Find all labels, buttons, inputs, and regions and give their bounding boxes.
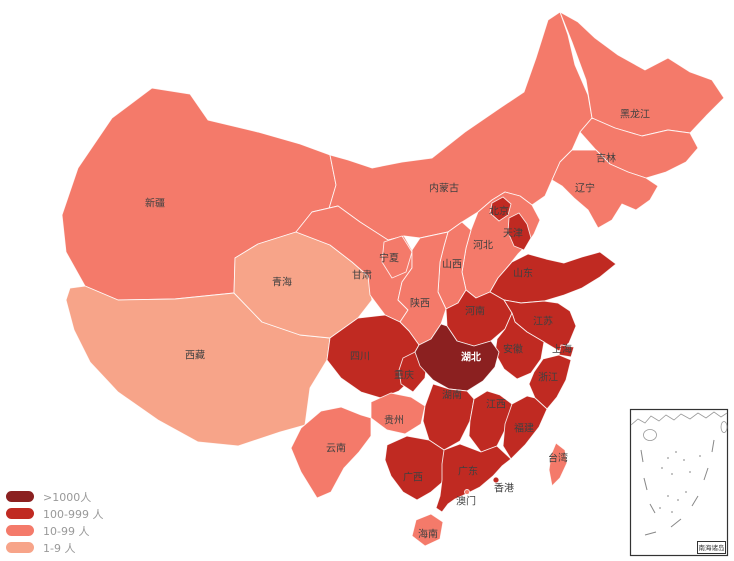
province-label-beijing: 北京 — [489, 205, 509, 218]
province-label-guizhou: 贵州 — [384, 414, 404, 427]
province-label-qinghai: 青海 — [272, 276, 292, 289]
province-label-chongqing: 重庆 — [394, 369, 414, 382]
nine-dash-line — [640, 439, 715, 536]
province-guizhou[interactable] — [370, 392, 426, 435]
province-label-guangxi: 广西 — [403, 472, 423, 484]
province-neimenggu[interactable] — [295, 11, 593, 241]
province-jiangxi[interactable] — [468, 390, 513, 453]
province-label-gansu: 甘肃 — [352, 269, 372, 282]
province-label-shaanxi: 陕西 — [410, 297, 430, 310]
legend-label: 1-9 人 — [43, 541, 76, 555]
province-label-xianggang: 香港 — [494, 483, 514, 495]
legend-label: 10-99 人 — [43, 524, 90, 538]
province-liaoning[interactable] — [551, 149, 659, 229]
province-label-neimenggu: 内蒙古 — [429, 182, 459, 195]
province-aomen[interactable] — [464, 489, 470, 495]
province-label-xinjiang: 新疆 — [145, 197, 165, 210]
inset-border — [629, 408, 729, 557]
province-label-sichuan: 四川 — [350, 352, 370, 363]
province-tianjin[interactable] — [507, 212, 532, 251]
province-label-jiangsu: 江苏 — [533, 315, 553, 328]
legend-swatch — [6, 525, 34, 536]
province-label-hunan: 湖南 — [442, 389, 462, 402]
province-label-shanxi: 山西 — [442, 259, 462, 271]
province-label-hubei: 湖北 — [461, 351, 481, 364]
province-label-liaoning: 辽宁 — [575, 182, 595, 195]
province-beijing[interactable] — [489, 196, 512, 222]
province-yunnan[interactable] — [290, 406, 372, 499]
province-xianggang[interactable] — [492, 476, 500, 484]
province-hainan[interactable] — [411, 513, 444, 547]
inset-label-box — [697, 541, 726, 554]
province-label-yunnan: 云南 — [326, 442, 346, 455]
legend: >1000人 100-999 人 10-99 人 1-9 人 — [6, 488, 103, 556]
province-label-jiangxi: 江西 — [486, 399, 506, 411]
province-label-shandong: 山东 — [513, 267, 533, 280]
province-guangxi[interactable] — [384, 435, 452, 501]
province-zhejiang[interactable] — [528, 354, 572, 410]
province-label-zhejiang: 浙江 — [538, 372, 558, 384]
legend-swatch — [6, 508, 34, 519]
province-label-heilongjiang: 黑龙江 — [620, 108, 650, 121]
province-shanghai[interactable] — [558, 344, 575, 358]
legend-item-10-99[interactable]: 10-99 人 — [6, 522, 103, 539]
inset-coastline — [630, 411, 728, 426]
province-label-henan: 河南 — [465, 305, 485, 318]
inset-label: 南海诸岛 — [699, 543, 725, 552]
province-fujian[interactable] — [502, 395, 548, 460]
legend-item-100-999[interactable]: 100-999 人 — [6, 505, 103, 522]
inset-hainan-outline — [643, 429, 657, 441]
province-label-anhui: 安徽 — [503, 343, 523, 356]
province-label-guangdong: 广东 — [458, 465, 478, 478]
inset-taiwan-outline — [720, 421, 728, 433]
province-label-hebei: 河北 — [473, 240, 493, 252]
legend-label: >1000人 — [43, 490, 92, 504]
province-heilongjiang[interactable] — [559, 11, 725, 137]
province-label-hainan: 海南 — [418, 528, 438, 541]
legend-swatch — [6, 542, 34, 553]
province-ningxia[interactable] — [381, 235, 413, 279]
province-hubei[interactable] — [414, 323, 500, 392]
province-label-aomen: 澳门 — [456, 495, 476, 508]
legend-swatch — [6, 491, 34, 502]
province-label-tianjin: 天津 — [503, 228, 523, 240]
province-label-jilin: 吉林 — [596, 152, 616, 165]
inset-islands-dots — [659, 451, 701, 513]
province-taiwan[interactable] — [548, 442, 568, 487]
province-label-fujian: 福建 — [514, 422, 534, 435]
legend-item-gt1000[interactable]: >1000人 — [6, 488, 103, 505]
legend-label: 100-999 人 — [43, 507, 104, 521]
legend-item-1-9[interactable]: 1-9 人 — [6, 539, 103, 556]
south-china-sea-inset: 南海诸岛 — [629, 408, 729, 557]
province-label-xizang: 西藏 — [185, 350, 205, 362]
province-label-taiwan: 台湾 — [548, 452, 568, 465]
province-label-shanghai: 上海 — [552, 343, 572, 356]
province-label-ningxia: 宁夏 — [379, 252, 399, 265]
